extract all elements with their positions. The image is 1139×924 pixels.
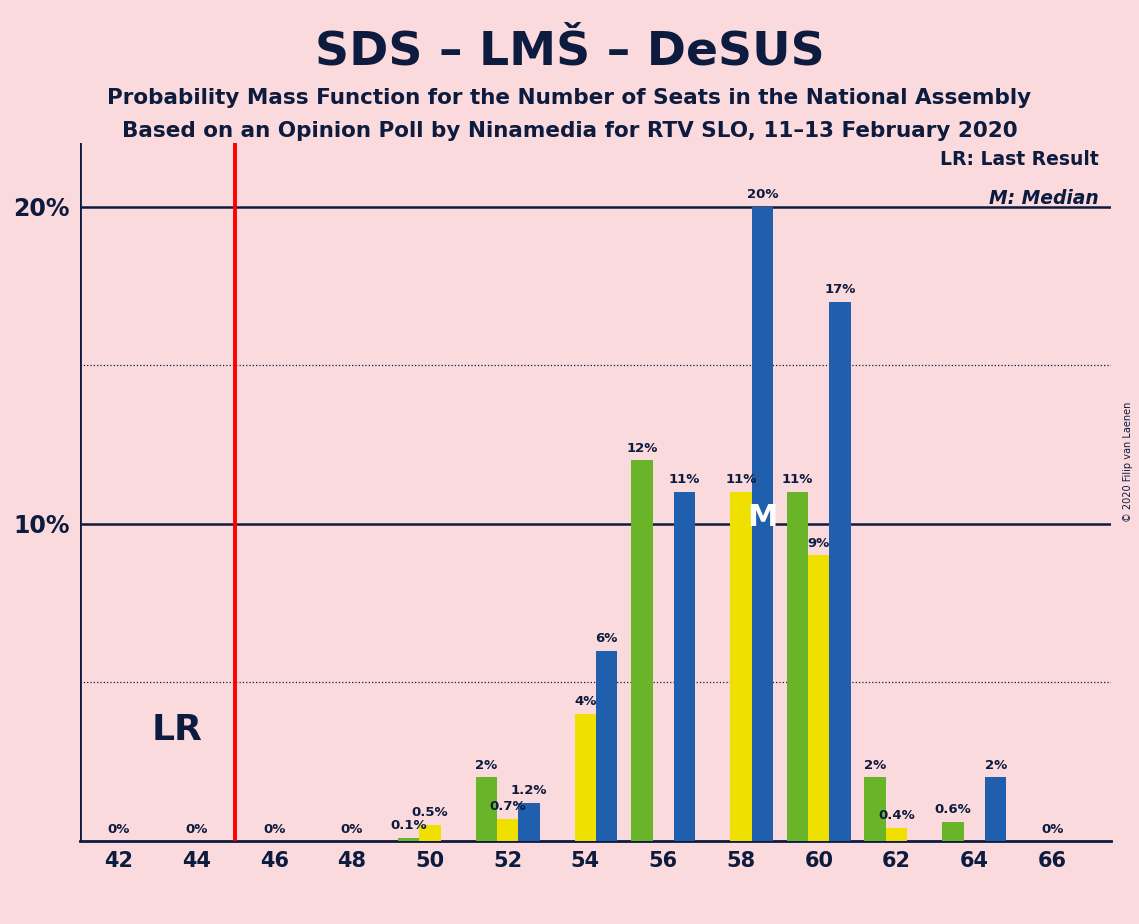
Text: 0.7%: 0.7% xyxy=(490,800,526,813)
Text: 2%: 2% xyxy=(865,759,886,772)
Text: 12%: 12% xyxy=(626,442,657,455)
Bar xyxy=(752,207,773,841)
Bar xyxy=(475,777,497,841)
Text: 11%: 11% xyxy=(726,473,756,486)
Bar xyxy=(865,777,886,841)
Bar xyxy=(985,777,1007,841)
Text: 11%: 11% xyxy=(669,473,700,486)
Text: 17%: 17% xyxy=(825,283,855,296)
Text: © 2020 Filip van Laenen: © 2020 Filip van Laenen xyxy=(1123,402,1132,522)
Text: 2%: 2% xyxy=(984,759,1007,772)
Text: 0%: 0% xyxy=(263,823,286,836)
Text: 4%: 4% xyxy=(574,695,597,709)
Bar xyxy=(497,819,518,841)
Bar xyxy=(886,828,908,841)
Bar xyxy=(829,302,851,841)
Bar xyxy=(674,492,695,841)
Bar xyxy=(596,650,617,841)
Text: 0%: 0% xyxy=(341,823,363,836)
Text: 1.2%: 1.2% xyxy=(510,784,547,797)
Text: 0.6%: 0.6% xyxy=(935,803,972,816)
Text: 0%: 0% xyxy=(186,823,207,836)
Text: Based on an Opinion Poll by Ninamedia for RTV SLO, 11–13 February 2020: Based on an Opinion Poll by Ninamedia fo… xyxy=(122,121,1017,141)
Text: 0%: 0% xyxy=(107,823,130,836)
Bar xyxy=(575,714,596,841)
Text: 6%: 6% xyxy=(596,632,618,645)
Text: 9%: 9% xyxy=(808,537,830,550)
Text: 20%: 20% xyxy=(747,188,778,201)
Text: M: M xyxy=(747,503,778,532)
Text: LR: Last Result: LR: Last Result xyxy=(940,150,1099,168)
Bar xyxy=(808,555,829,841)
Bar xyxy=(518,803,540,841)
Text: SDS – LMŠ – DeSUS: SDS – LMŠ – DeSUS xyxy=(314,30,825,75)
Bar xyxy=(631,460,653,841)
Text: LR: LR xyxy=(151,712,203,747)
Text: Probability Mass Function for the Number of Seats in the National Assembly: Probability Mass Function for the Number… xyxy=(107,88,1032,108)
Bar xyxy=(419,825,441,841)
Text: 0.1%: 0.1% xyxy=(390,819,427,832)
Text: 11%: 11% xyxy=(781,473,813,486)
Bar xyxy=(787,492,808,841)
Text: 0.4%: 0.4% xyxy=(878,809,915,822)
Text: 0%: 0% xyxy=(1041,823,1064,836)
Bar xyxy=(398,838,419,841)
Bar xyxy=(942,821,964,841)
Text: 0.5%: 0.5% xyxy=(411,807,448,820)
Text: M: Median: M: Median xyxy=(989,189,1099,208)
Text: 2%: 2% xyxy=(475,759,498,772)
Bar xyxy=(730,492,752,841)
